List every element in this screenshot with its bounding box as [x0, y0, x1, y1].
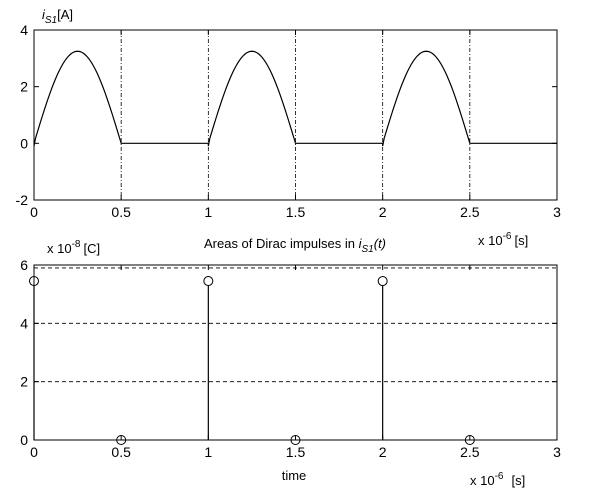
stem-marker: [290, 435, 301, 445]
series-current-is1: [33, 50, 557, 147]
bottom-plot-x-multiplier-unit: [s]: [511, 473, 525, 488]
x-tick-label: 1: [204, 444, 212, 460]
x-tick-label: 3: [553, 444, 561, 460]
stem-marker: [29, 276, 39, 287]
bottom-plot-y-label-exp: -8: [72, 239, 81, 250]
stem-marker: [116, 435, 127, 445]
y-tick-label: 4: [20, 315, 28, 331]
bottom-plot-title-suffix: (t): [374, 236, 386, 251]
top-plot-x-multiplier-exp: -6: [503, 231, 512, 242]
top-plot-x-multiplier-unit: [s]: [514, 233, 528, 248]
x-tick-label: 1.5: [286, 444, 306, 460]
bottom-plot-y-label: x 10-8 [C]: [47, 239, 100, 256]
bottom-plot-dashed-lines: [34, 267, 557, 383]
bottom-plot-x-label: time: [282, 468, 307, 483]
top-plot-x-multiplier: x 10-6 [s]: [478, 231, 528, 248]
y-tick-label: 2: [20, 374, 28, 390]
x-tick-label: 0: [30, 444, 38, 460]
x-tick-label: 2: [379, 444, 387, 460]
top-plot-y-label: iS1[A]: [42, 7, 73, 26]
y-tick-label: 0: [20, 135, 28, 151]
top-plot-y-label-main: i: [42, 7, 46, 22]
bottom-plot-ticks: 0 0.5 1 1.5 2 2.5 3 0 2 4 6: [20, 257, 561, 460]
top-plot-y-label-unit: [A]: [57, 7, 73, 22]
bottom-plot-title-sub: S1: [362, 244, 374, 255]
bottom-plot-y-label-unit: [C]: [83, 241, 100, 256]
x-tick-label: 1.5: [286, 204, 306, 220]
y-tick-label: 4: [20, 22, 28, 38]
bottom-plot-y-label-prefix: x 10: [47, 241, 72, 256]
bottom-plot-title-main: i: [359, 236, 363, 251]
stem-marker: [464, 435, 475, 445]
bottom-plot-title-prefix: Areas of Dirac impulses in: [204, 236, 359, 251]
y-tick-label: 6: [20, 257, 28, 273]
top-plot-dashdot-lines: [120, 30, 471, 200]
x-tick-label: 0: [30, 204, 38, 220]
bottom-plot-x-multiplier: x 10-6 [s]: [470, 471, 525, 488]
x-tick-label: 3: [553, 204, 561, 220]
x-tick-label: 2: [379, 204, 387, 220]
x-tick-label: 1: [204, 204, 212, 220]
x-tick-label: 0.5: [111, 204, 131, 220]
top-plot-y-label-sub: S1: [45, 15, 57, 26]
stem-marker: [203, 276, 214, 287]
y-tick-label: 0: [20, 432, 28, 448]
bottom-plot: 0 0.5 1 1.5 2 2.5 3 0 2 4 6 Areas of Dirac impulse…: [20, 236, 561, 488]
y-tick-label: -2: [16, 192, 29, 208]
top-plot-x-multiplier-prefix: x 10: [478, 233, 503, 248]
y-tick-label: 2: [20, 79, 28, 95]
x-tick-label: 2.5: [460, 204, 480, 220]
stem-marker: [377, 276, 388, 287]
bottom-plot-title: Areas of Dirac impulses in iS1(t): [204, 236, 386, 255]
bottom-plot-x-multiplier-prefix: x 10: [470, 473, 495, 488]
bottom-plot-x-multiplier-exp: -6: [495, 471, 504, 482]
x-tick-label: 0.5: [111, 444, 131, 460]
stem-series: [29, 276, 475, 445]
x-tick-label: 2.5: [460, 444, 480, 460]
bottom-plot-axes-box: [33, 264, 558, 441]
